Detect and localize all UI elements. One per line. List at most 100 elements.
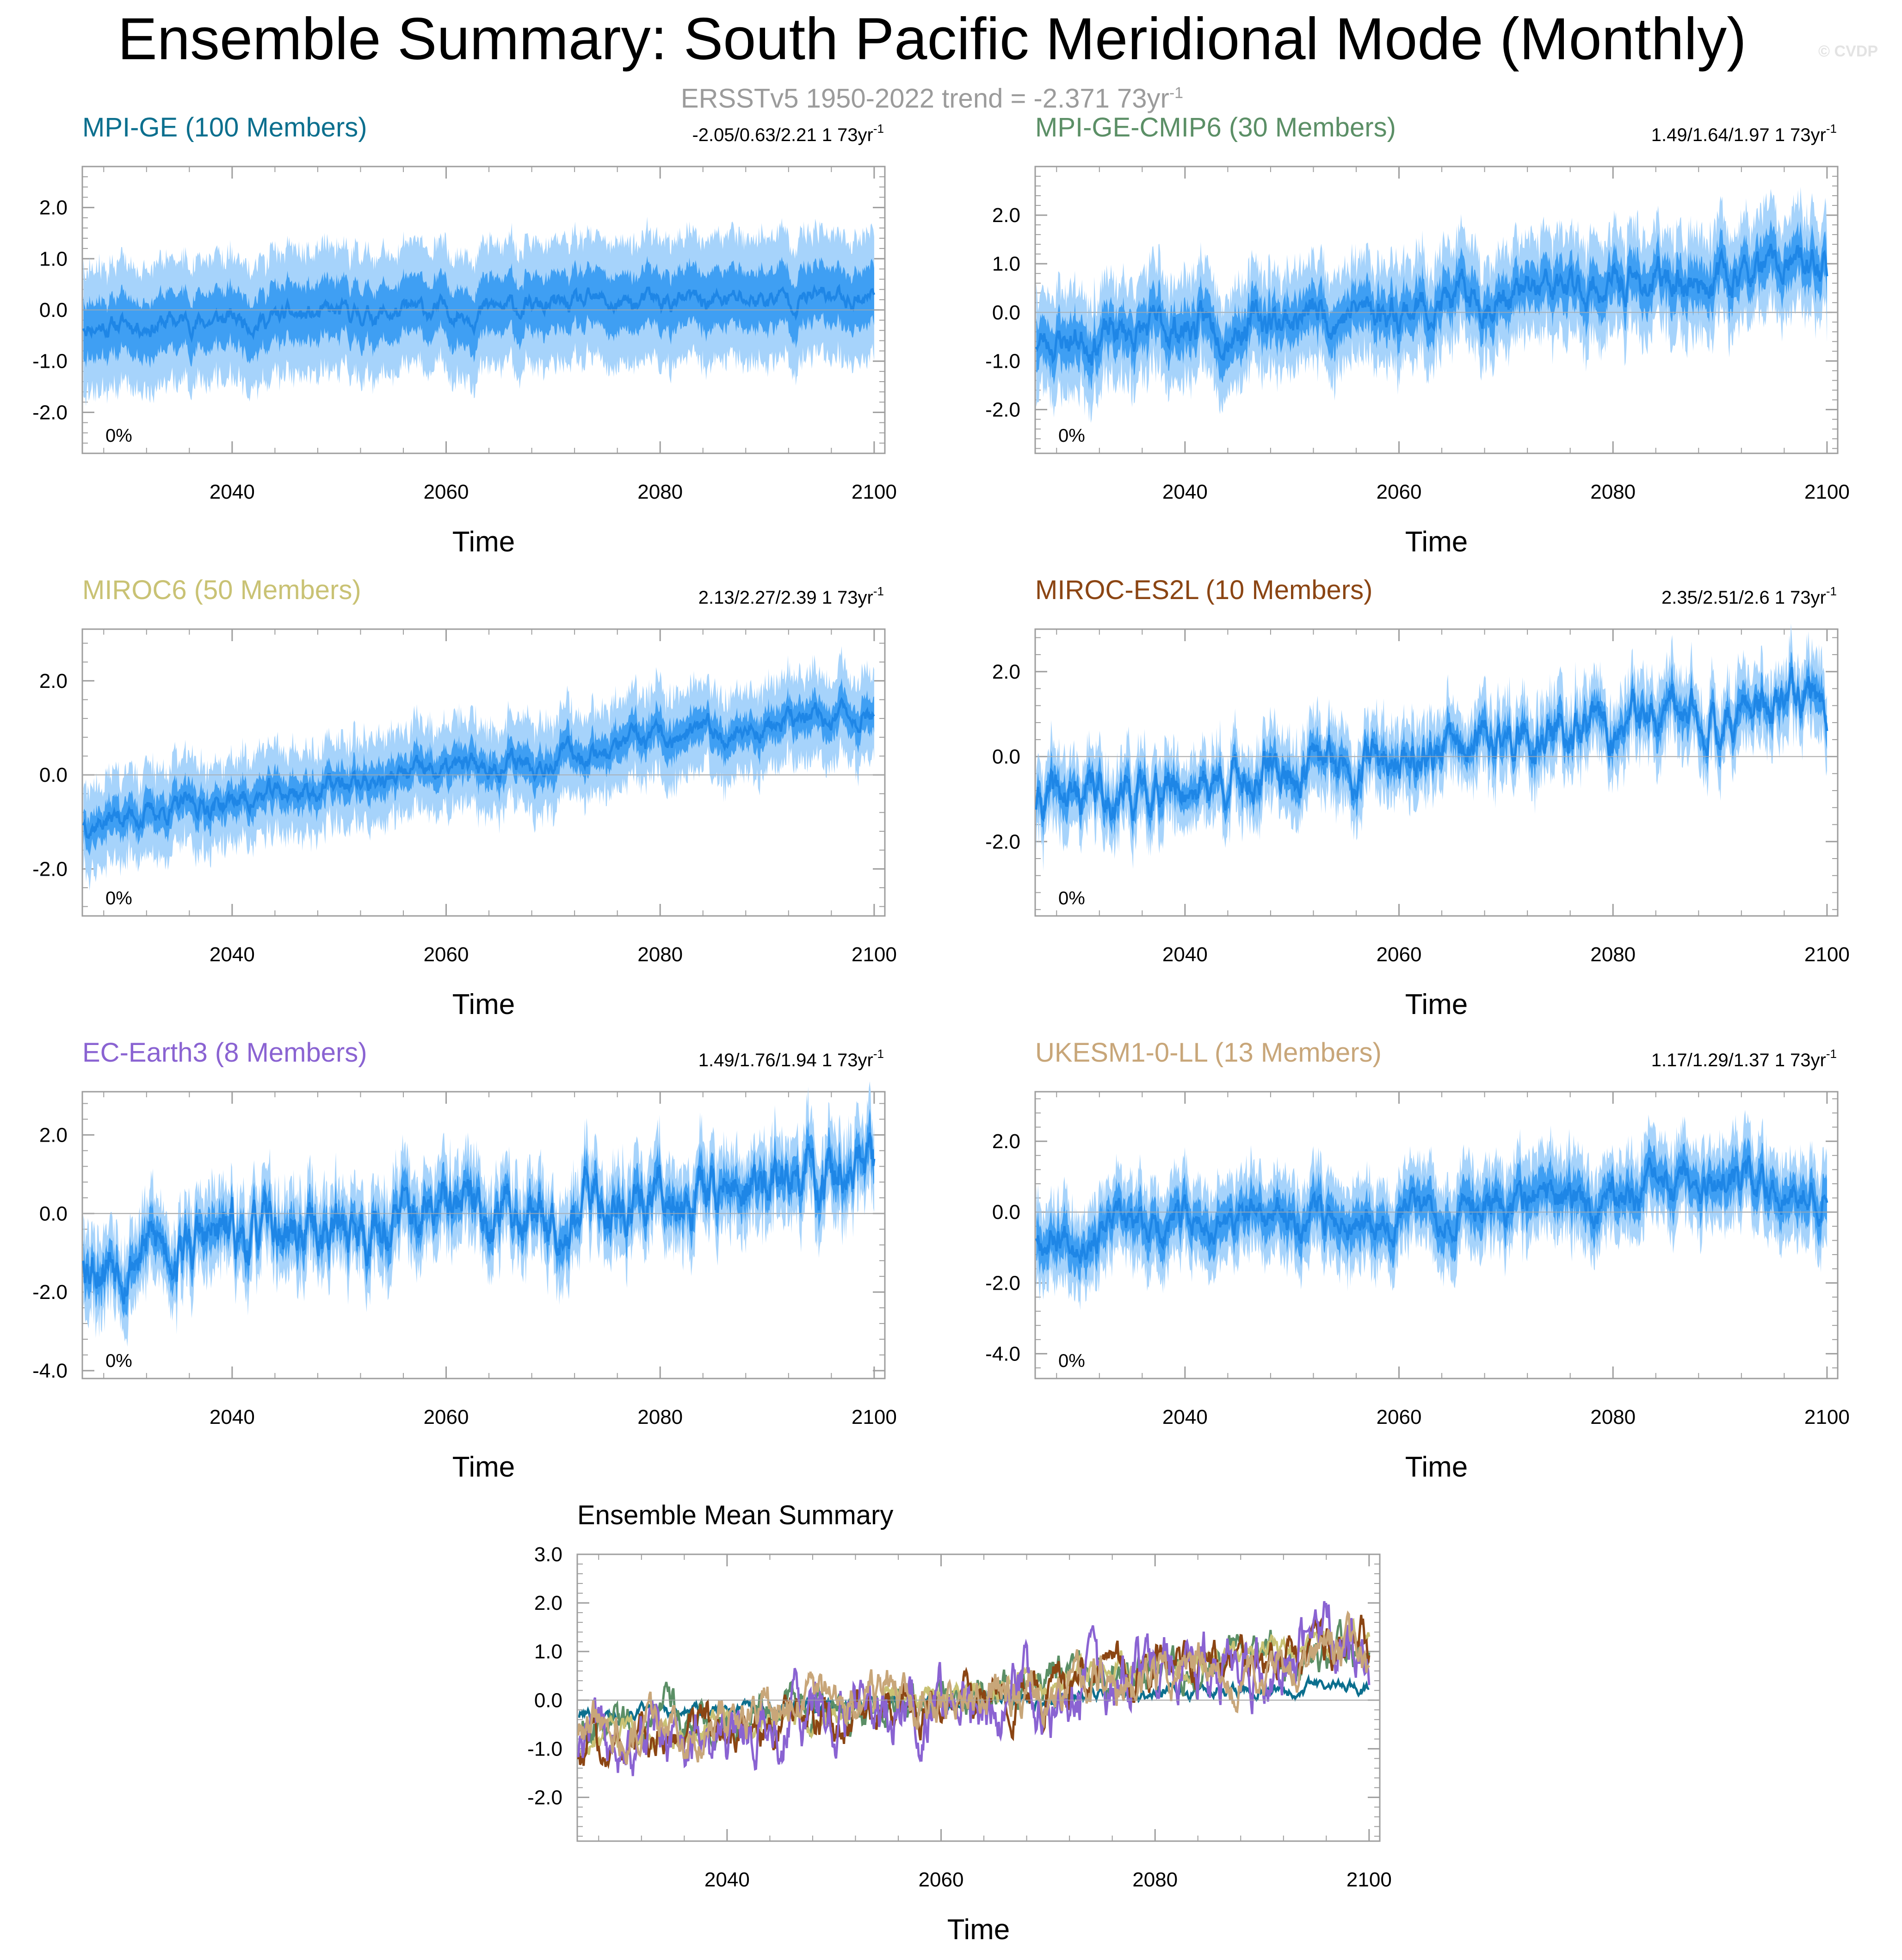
plot-frame xyxy=(576,1553,1381,1842)
observed-trend-subtitle: ERSSTv5 1950-2022 trend = -2.371 73yr-1 xyxy=(0,77,1864,115)
series-line-ukesm1-0-ll xyxy=(577,1610,1370,1765)
x-axis-label: Time xyxy=(1405,526,1468,558)
x-axis-label: Time xyxy=(1405,989,1468,1020)
plot-frame xyxy=(1034,628,1839,917)
mpi-ge-cmip6-trend-label: 1.49/1.64/1.97 1 73yr-1 xyxy=(1651,122,1837,145)
trend-exponent: -1 xyxy=(873,122,884,136)
plot-frame xyxy=(1034,166,1839,454)
mpi-ge-cmip6-inner-spread-band xyxy=(1036,219,1827,390)
y-tick-label: -2.0 xyxy=(985,398,1020,421)
x-tick-label: 2100 xyxy=(1804,943,1850,966)
y-tick-label: -4.0 xyxy=(32,1360,68,1382)
y-tick-label: -2.0 xyxy=(32,1281,68,1304)
y-tick-label: 2.0 xyxy=(39,1124,68,1146)
y-tick-label: -2.0 xyxy=(32,858,68,880)
y-tick-label: 0.0 xyxy=(992,301,1020,324)
x-tick-label: 2080 xyxy=(1590,1406,1636,1428)
figure-title: Ensemble Summary: South Pacific Meridion… xyxy=(117,6,1747,72)
ukesm1-0-ll-percent-label: 0% xyxy=(1058,1351,1085,1371)
trend-text: -2.05/0.63/2.21 1 73yr xyxy=(692,125,873,145)
x-tick-label: 2100 xyxy=(852,481,897,503)
ec-earth3-outer-spread-band xyxy=(83,1081,874,1347)
x-tick-label: 2100 xyxy=(1346,1868,1392,1891)
ensemble-mean-title: Ensemble Mean Summary xyxy=(577,1500,893,1530)
panel-ensemble-mean: 2040 2060 2080 2100 -2.0 -1.0 0.0 1.0 2.0 3.0 Time… xyxy=(527,1500,1392,1946)
observed-trend-exponent: -1 xyxy=(1169,84,1184,102)
ec-earth3-title: EC-Earth3 (8 Members) xyxy=(82,1038,367,1068)
panel-miroc6: 2040 2060 2080 2100 -2.0 0.0 2.0 Time MIROC6 (50… xyxy=(32,575,897,1020)
y-tick-label: 2.0 xyxy=(534,1592,562,1614)
y-tick-label: 0.0 xyxy=(992,1201,1020,1224)
mpi-ge-title: MPI-GE (100 Members) xyxy=(82,112,367,142)
y-tick-label: 0.0 xyxy=(39,1202,68,1225)
miroc-es2l-trend-label: 2.35/2.51/2.6 1 73yr-1 xyxy=(1661,584,1837,608)
panel-miroc-es2l: 2040 2060 2080 2100 -2.0 0.0 2.0 Time MIROC-ES2L… xyxy=(985,575,1850,1020)
x-tick-label: 2060 xyxy=(424,943,469,966)
y-tick-label: 0.0 xyxy=(39,764,68,786)
copyright-label: © CVDP xyxy=(1818,43,1878,60)
miroc-es2l-percent-label: 0% xyxy=(1058,888,1085,909)
x-tick-label: 2060 xyxy=(1377,943,1422,966)
panel-mpi-ge-cmip6: 2040 2060 2080 2100 -2.0 -1.0 0.0 1.0 2.0 Time MPI… xyxy=(985,112,1850,558)
panel-ukesm1-0-ll: 2040 2060 2080 2100 -4.0 -2.0 0.0 2.0 Time UKESM1… xyxy=(985,1038,1850,1483)
trend-exponent: -1 xyxy=(1826,122,1837,136)
miroc-es2l-ensemble-mean-line xyxy=(1035,667,1828,822)
plot-frame xyxy=(81,1091,886,1379)
x-tick-label: 2080 xyxy=(637,481,683,503)
y-tick-label: 1.0 xyxy=(992,253,1020,275)
trend-exponent: -1 xyxy=(1826,1047,1837,1061)
x-axis-label: Time xyxy=(452,1451,515,1483)
x-tick-label: 2040 xyxy=(1162,943,1208,966)
trend-text: 1.49/1.76/1.94 1 73yr xyxy=(698,1050,873,1070)
y-tick-label: 2.0 xyxy=(992,1130,1020,1153)
miroc6-title: MIROC6 (50 Members) xyxy=(82,575,361,605)
trend-text: 1.49/1.64/1.97 1 73yr xyxy=(1651,125,1826,145)
x-axis-label: Time xyxy=(452,989,515,1020)
plot-frame xyxy=(81,628,886,917)
y-tick-label: 2.0 xyxy=(992,661,1020,683)
y-tick-label: -1.0 xyxy=(985,350,1020,372)
mpi-ge-percent-label: 0% xyxy=(105,426,132,446)
x-tick-label: 2060 xyxy=(424,1406,469,1428)
x-tick-label: 2060 xyxy=(424,481,469,503)
x-axis-label: Time xyxy=(1405,1451,1468,1483)
miroc-es2l-title: MIROC-ES2L (10 Members) xyxy=(1035,575,1372,605)
x-tick-label: 2060 xyxy=(919,1868,964,1891)
x-tick-label: 2060 xyxy=(1377,1406,1422,1428)
x-tick-label: 2040 xyxy=(1162,481,1208,503)
mpi-ge-ensemble-mean-line xyxy=(82,284,876,343)
x-tick-label: 2080 xyxy=(637,943,683,966)
panel-ec-earth3: 2040 2060 2080 2100 -4.0 -2.0 0.0 2.0 Time EC-Ear… xyxy=(32,1038,897,1483)
mpi-ge-trend-label: -2.05/0.63/2.21 1 73yr-1 xyxy=(692,122,884,145)
y-tick-label: 3.0 xyxy=(534,1543,562,1566)
trend-text: 2.13/2.27/2.39 1 73yr xyxy=(698,587,873,608)
y-tick-label: 0.0 xyxy=(39,299,68,322)
ec-earth3-percent-label: 0% xyxy=(105,1351,132,1371)
miroc6-ensemble-mean-line xyxy=(82,697,875,839)
x-tick-label: 2100 xyxy=(1804,1406,1850,1428)
y-tick-label: -2.0 xyxy=(527,1786,562,1809)
mpi-ge-cmip6-percent-label: 0% xyxy=(1058,426,1085,446)
trend-text: 2.35/2.51/2.6 1 73yr xyxy=(1661,587,1826,608)
x-tick-label: 2040 xyxy=(210,481,255,503)
y-tick-label: 0.0 xyxy=(534,1689,562,1712)
y-tick-label: -2.0 xyxy=(985,830,1020,853)
y-tick-label: -2.0 xyxy=(985,1272,1020,1294)
y-tick-label: -4.0 xyxy=(985,1342,1020,1365)
ec-earth3-ensemble-mean-line xyxy=(82,1132,876,1305)
ukesm1-0-ll-ensemble-mean-line xyxy=(1035,1155,1828,1264)
ukesm1-0-ll-title: UKESM1-0-LL (13 Members) xyxy=(1035,1038,1382,1068)
trend-exponent: -1 xyxy=(873,584,884,598)
ukesm1-0-ll-trend-label: 1.17/1.29/1.37 1 73yr-1 xyxy=(1651,1047,1837,1070)
miroc6-percent-label: 0% xyxy=(105,888,132,909)
y-tick-label: -1.0 xyxy=(527,1737,562,1760)
y-tick-label: 1.0 xyxy=(39,247,68,270)
x-tick-label: 2080 xyxy=(1590,943,1636,966)
y-tick-label: 2.0 xyxy=(992,204,1020,227)
trend-exponent: -1 xyxy=(873,1047,884,1061)
x-tick-label: 2060 xyxy=(1377,481,1422,503)
x-tick-label: 2040 xyxy=(210,943,255,966)
x-tick-label: 2080 xyxy=(637,1406,683,1428)
y-tick-label: -2.0 xyxy=(32,401,68,424)
y-tick-label: 1.0 xyxy=(534,1640,562,1663)
